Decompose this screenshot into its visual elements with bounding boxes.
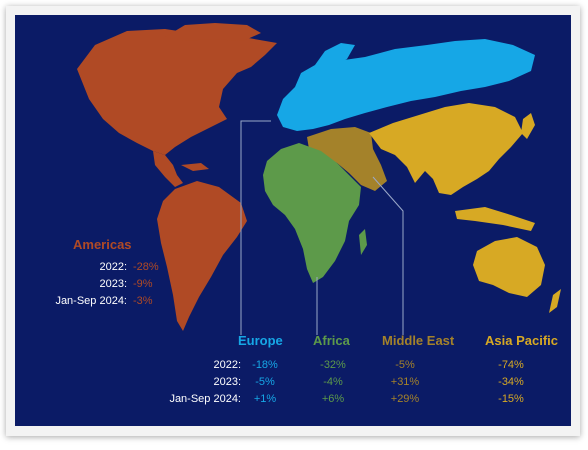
south-america <box>157 181 247 331</box>
australia <box>473 237 545 297</box>
africa-value-2024: +6% <box>321 393 345 405</box>
americas-period-2022: 2022: <box>99 261 127 273</box>
middle-east-label: Middle East <box>382 333 455 348</box>
americas-period-2023: 2023: <box>99 278 127 290</box>
middle-east-value-2022: -5% <box>395 359 415 371</box>
africa-value-2023: -4% <box>323 376 343 388</box>
scandinavia <box>315 43 355 67</box>
middle-east-connector-line <box>372 176 404 335</box>
europe-connector-line <box>240 120 271 335</box>
period-label-2022: 2022: <box>213 359 241 371</box>
world-map-panel: Americas 2022: -28% 2023: -9% Jan-Sep 20… <box>15 15 571 426</box>
africa-label: Africa <box>313 333 350 348</box>
europe-value-2023: -5% <box>255 376 275 388</box>
middle-east-value-2023: +31% <box>390 376 420 388</box>
japan <box>521 113 535 139</box>
asia-pacific-label: Asia Pacific <box>485 333 558 348</box>
caribbean <box>181 163 209 171</box>
asia-pacific-value-2022: -74% <box>498 359 524 371</box>
americas-value-2022: -28% <box>133 261 159 273</box>
middle-east-value-2024: +29% <box>390 393 420 405</box>
period-label-2024: Jan-Sep 2024: <box>169 393 241 405</box>
africa-value-2022: -32% <box>320 359 346 371</box>
americas-label: Americas <box>73 237 132 252</box>
central-america <box>153 151 183 187</box>
asia-pacific-region <box>369 103 523 195</box>
africa-region <box>263 143 361 283</box>
new-zealand <box>549 289 561 313</box>
americas-period-2024: Jan-Sep 2024: <box>55 295 127 307</box>
americas-value-2023: -9% <box>133 278 153 290</box>
americas-region <box>77 29 277 155</box>
southeast-asia-islands <box>455 207 535 231</box>
middle-east-region <box>307 127 387 191</box>
north-america-islands <box>165 23 261 41</box>
period-label-2023: 2023: <box>213 376 241 388</box>
image-frame: Americas 2022: -28% 2023: -9% Jan-Sep 20… <box>6 6 580 436</box>
world-map <box>77 23 561 335</box>
europe-value-2024: +1% <box>253 393 277 405</box>
asia-pacific-value-2024: -15% <box>498 393 524 405</box>
americas-value-2024: -3% <box>133 295 153 307</box>
europe-value-2022: -18% <box>252 359 278 371</box>
madagascar <box>359 229 367 255</box>
europe-label: Europe <box>238 333 283 348</box>
asia-pacific-value-2023: -34% <box>498 376 524 388</box>
